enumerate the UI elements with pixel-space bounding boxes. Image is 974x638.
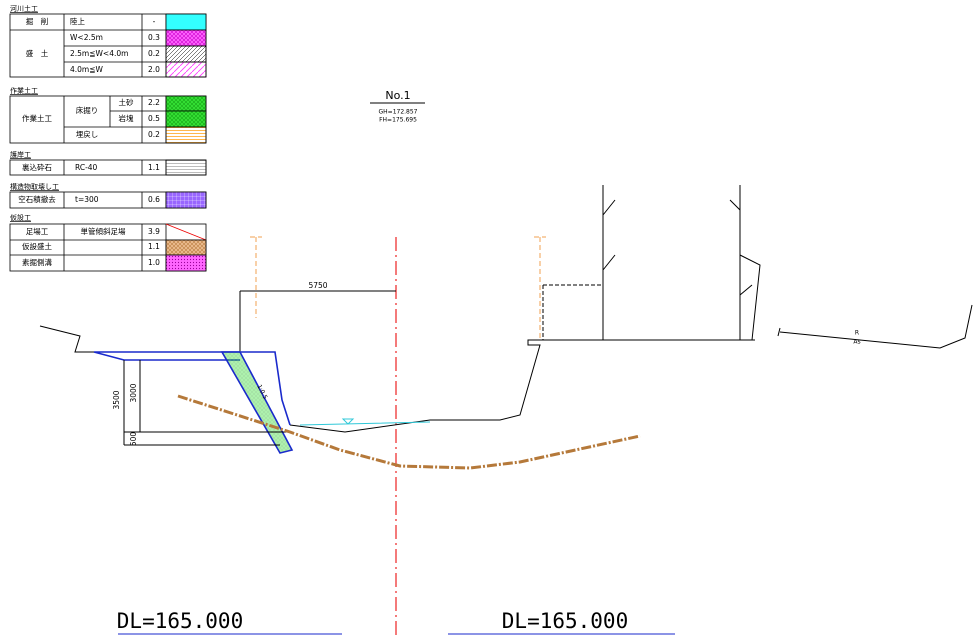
section-title: 作業土工 [10, 86, 38, 95]
section-title: 構造物取壊し工 [10, 182, 59, 191]
table-cell: 土砂 [119, 97, 134, 107]
table-cell: 1.0 [148, 258, 160, 267]
table-cell: t=300 [75, 195, 99, 204]
table-cell: 空石積撤去 [18, 194, 56, 204]
table-cell: - [153, 17, 156, 26]
section-title: 護岸工 [10, 150, 31, 159]
table-cell: 0.6 [148, 195, 160, 204]
table-cell: 床掘り [76, 105, 99, 115]
table-cell: 3.9 [148, 227, 160, 236]
cross-section [39, 102, 973, 638]
section-title: 河川土工 [10, 4, 38, 13]
table-cell: 1.1 [148, 242, 160, 251]
dimension: 3500 [112, 390, 121, 409]
table-cell: 素掘側溝 [22, 257, 52, 267]
section-title: 仮設工 [10, 213, 31, 222]
table-cell: 単管傾斜足場 [81, 226, 126, 236]
table-cell: 0.2 [148, 130, 160, 139]
dimension: 5750 [308, 281, 327, 290]
dimension: 3000 [129, 383, 138, 402]
table-cell: RC-40 [75, 163, 98, 172]
table-cell: 2.5m≦W<4.0m [70, 49, 128, 58]
pavement-label: As [853, 339, 860, 346]
table-cell: 0.5 [148, 114, 160, 123]
table-cell: 裏込砕石 [22, 162, 52, 172]
table-cell: 作業土工 [22, 113, 52, 123]
table-cell: 2.2 [148, 98, 160, 107]
formation-height: FH=175.695 [379, 117, 417, 124]
table-cell: 1.1 [148, 163, 160, 172]
table-cell: 仮設盛土 [22, 241, 52, 251]
table-cell: 足場工 [26, 226, 49, 236]
table-cell: 埋戻し [76, 129, 99, 139]
dimension: 500 [129, 432, 138, 447]
section-label: No.1 [385, 89, 410, 102]
table-cell: 0.2 [148, 49, 160, 58]
table-cell: W<2.5m [70, 33, 103, 42]
datum-level: DL=165.000 [502, 609, 628, 633]
table-cell: 岩塊 [119, 113, 134, 123]
table-cell: 4.0m≦W [70, 65, 104, 74]
ground-height: GH=172.857 [379, 109, 418, 116]
legend-tables [9, 13, 207, 272]
table-cell: 2.0 [148, 65, 160, 74]
table-cell: 0.3 [148, 33, 160, 42]
datum-level: DL=165.000 [117, 609, 243, 633]
table-cell: 陸上 [70, 16, 85, 26]
table-cell: 掘 削 [26, 16, 49, 26]
table-cell: 盛 土 [26, 48, 49, 58]
pavement-label: R [855, 330, 859, 337]
